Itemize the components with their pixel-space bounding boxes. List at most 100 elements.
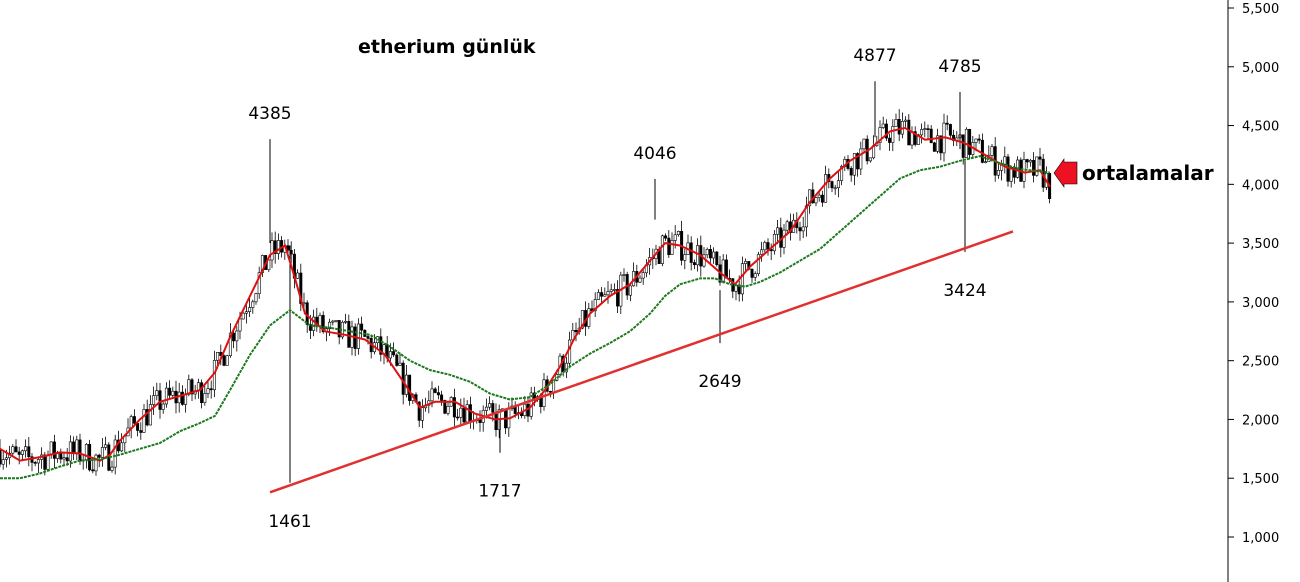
candle-body xyxy=(600,292,604,297)
candle-body xyxy=(705,249,709,256)
candle-body xyxy=(388,351,392,359)
candle-body xyxy=(20,450,24,455)
candle-body xyxy=(328,321,332,330)
candle-body xyxy=(667,237,671,256)
candle-body xyxy=(488,403,492,408)
candle-body xyxy=(1032,160,1036,176)
support-trendline xyxy=(269,230,1014,494)
candle-body xyxy=(484,406,488,411)
candle-body xyxy=(801,226,805,232)
y-tick-label: 4,000 xyxy=(1242,178,1279,193)
candle-body xyxy=(344,320,348,323)
candle-body xyxy=(184,394,188,405)
candle-body xyxy=(68,441,72,462)
candle-body xyxy=(75,439,79,453)
candle-body xyxy=(881,123,885,128)
candle-body xyxy=(862,138,866,150)
candle-body xyxy=(756,254,760,275)
ortalamalar-callout: ortalamalar xyxy=(1053,158,1214,188)
price-annotation: 4385 xyxy=(248,104,291,124)
price-annotation: 4046 xyxy=(633,144,676,164)
candle-body xyxy=(244,311,248,314)
candle-body xyxy=(0,448,2,465)
candle-body xyxy=(673,234,677,241)
candle-body xyxy=(273,240,277,254)
candle-body xyxy=(270,240,274,261)
y-tick-label: 4,500 xyxy=(1242,120,1279,135)
candle-body xyxy=(977,138,981,141)
candle-body xyxy=(913,131,917,145)
candle-body xyxy=(856,153,860,170)
candle-body xyxy=(744,261,748,264)
candle-body xyxy=(145,409,149,426)
callout-arrow-icon xyxy=(1053,158,1078,188)
candle-body xyxy=(456,416,460,419)
candle-body xyxy=(715,251,719,265)
candle-body xyxy=(443,400,447,414)
candle-body xyxy=(968,129,972,155)
candle-body xyxy=(820,194,824,203)
candle-body xyxy=(209,388,213,391)
candle-body xyxy=(980,139,984,163)
candle-body xyxy=(996,170,1000,176)
candle-body xyxy=(712,251,716,259)
candle-body xyxy=(33,462,37,464)
candle-body xyxy=(286,245,290,251)
candle-body xyxy=(830,181,834,189)
candle-body xyxy=(232,332,236,342)
candle-body xyxy=(884,123,888,139)
candle-body xyxy=(622,274,626,276)
candle-body xyxy=(120,442,124,452)
candle-body xyxy=(596,292,600,300)
candle-body xyxy=(100,447,104,458)
price-annotation: 4785 xyxy=(938,57,981,77)
candle-body xyxy=(228,332,232,357)
candle-body xyxy=(360,323,364,331)
candle-body xyxy=(36,459,40,464)
candle-body xyxy=(580,310,584,329)
candle-body xyxy=(606,291,610,296)
candle-body xyxy=(222,355,226,366)
candle-body xyxy=(110,466,114,471)
candle-body xyxy=(798,227,802,232)
candle-body xyxy=(52,441,56,459)
candle-body xyxy=(49,441,53,456)
candle-body xyxy=(920,129,924,136)
candle-body xyxy=(11,446,15,454)
candle-body xyxy=(974,138,978,143)
candle-body xyxy=(318,315,322,326)
candle-body xyxy=(148,404,152,426)
candle-body xyxy=(180,391,184,405)
candle-body xyxy=(465,404,469,423)
callout-label: ortalamalar xyxy=(1082,161,1214,185)
candle-body xyxy=(772,234,776,252)
price-annotations: 4385 1461 1717 4046 2649 4877 4785 3424 xyxy=(248,46,986,532)
candle-body xyxy=(1003,156,1007,165)
candle-body xyxy=(420,407,424,421)
candle-body xyxy=(689,242,693,263)
candle-body xyxy=(945,122,949,125)
candle-body xyxy=(641,272,645,279)
candle-body xyxy=(356,323,360,349)
candle-body xyxy=(676,231,680,236)
candle-body xyxy=(984,161,988,163)
y-tick-label: 2,500 xyxy=(1242,355,1279,370)
candle-body xyxy=(1035,156,1039,176)
moving-average-lines xyxy=(0,126,1051,494)
candle-body xyxy=(158,390,162,410)
candle-body xyxy=(708,249,712,259)
candle-body xyxy=(852,153,856,176)
candle-body xyxy=(548,390,552,393)
candle-body xyxy=(104,444,108,448)
candle-body xyxy=(136,423,140,431)
candle-body xyxy=(932,142,936,152)
candle-body xyxy=(939,135,943,154)
candle-body xyxy=(84,443,88,461)
candle-body xyxy=(833,187,837,190)
moving-average-line xyxy=(0,155,1051,480)
candle-body xyxy=(177,391,181,404)
candle-body xyxy=(894,119,898,127)
candle-body xyxy=(936,135,940,152)
candle-body xyxy=(564,362,568,373)
candle-body xyxy=(491,403,495,413)
